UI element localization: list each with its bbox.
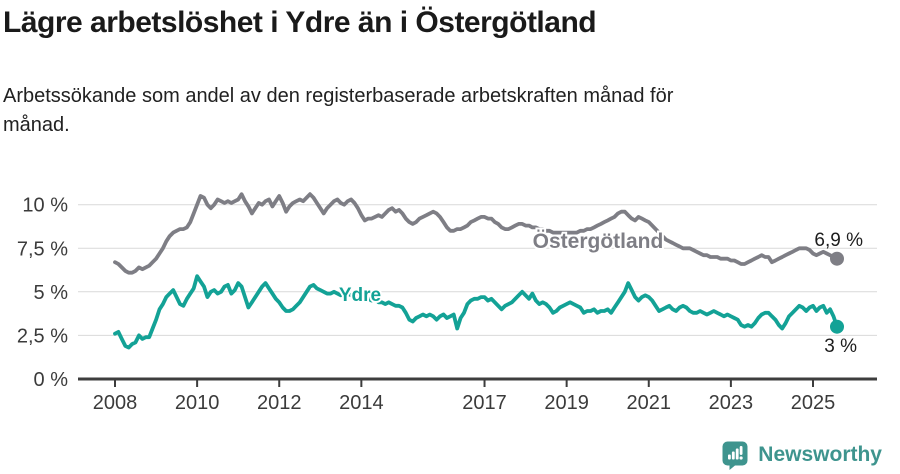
y-axis-label: 10 % <box>22 195 68 217</box>
logo-speech-bubble <box>722 441 748 470</box>
logo-exclamation-bar <box>739 446 743 455</box>
ostergotland-series-label: Östergötland <box>533 230 664 253</box>
logo-exclamation-dot <box>739 456 743 460</box>
ostergotland-end-value-label: 6,9 % <box>814 230 863 251</box>
x-axis-label: 2008 <box>93 392 138 414</box>
logo-bar-2 <box>732 451 735 460</box>
logo-bar-3 <box>736 448 739 460</box>
x-axis-label: 2014 <box>339 392 384 414</box>
ostergotland-line <box>113 192 839 275</box>
chart-subtitle-line2: månad. <box>3 114 70 136</box>
x-axis-label: 2010 <box>175 392 220 414</box>
x-axis-label: 2017 <box>462 392 507 414</box>
brand-footer: Newsworthy <box>721 440 882 470</box>
chart-subtitle: Arbetssökande som andel av den registerb… <box>3 82 673 140</box>
chart-subtitle-line1: Arbetssökande som andel av den registerb… <box>3 85 674 107</box>
x-axis-label: 2021 <box>627 392 672 414</box>
y-axis-label: 2,5 % <box>17 325 68 347</box>
ydre-end-value-label: 3 % <box>824 336 857 357</box>
x-axis-label: 2019 <box>544 392 589 414</box>
ydre-series-label: Ydre <box>339 285 381 306</box>
ostergotland-end-dot <box>830 251 844 266</box>
ydre-line <box>113 274 839 350</box>
y-axis-label: 5 % <box>34 282 69 304</box>
x-axis-label: 2023 <box>709 392 754 414</box>
y-axis-label: 0 % <box>34 369 69 391</box>
ydre-end-dot <box>830 319 844 334</box>
newsworthy-logo-icon <box>722 441 748 470</box>
x-axis-label: 2012 <box>257 392 302 414</box>
chart-area: 0 % 2,5 % 5 % 7,5 % 10 % 2008 2010 2012 2014 2017… <box>0 166 900 426</box>
unemployment-line-chart: 0 % 2,5 % 5 % 7,5 % 10 % 2008 2010 2012 2014 2017… <box>17 192 877 414</box>
x-axis-label: 2025 <box>791 392 836 414</box>
brand-name: Newsworthy <box>758 443 882 466</box>
chart-title: Lägre arbetslöshet i Ydre än i Östergötl… <box>3 6 597 39</box>
logo-bar-1 <box>728 454 732 460</box>
y-axis-label: 7,5 % <box>17 238 68 260</box>
